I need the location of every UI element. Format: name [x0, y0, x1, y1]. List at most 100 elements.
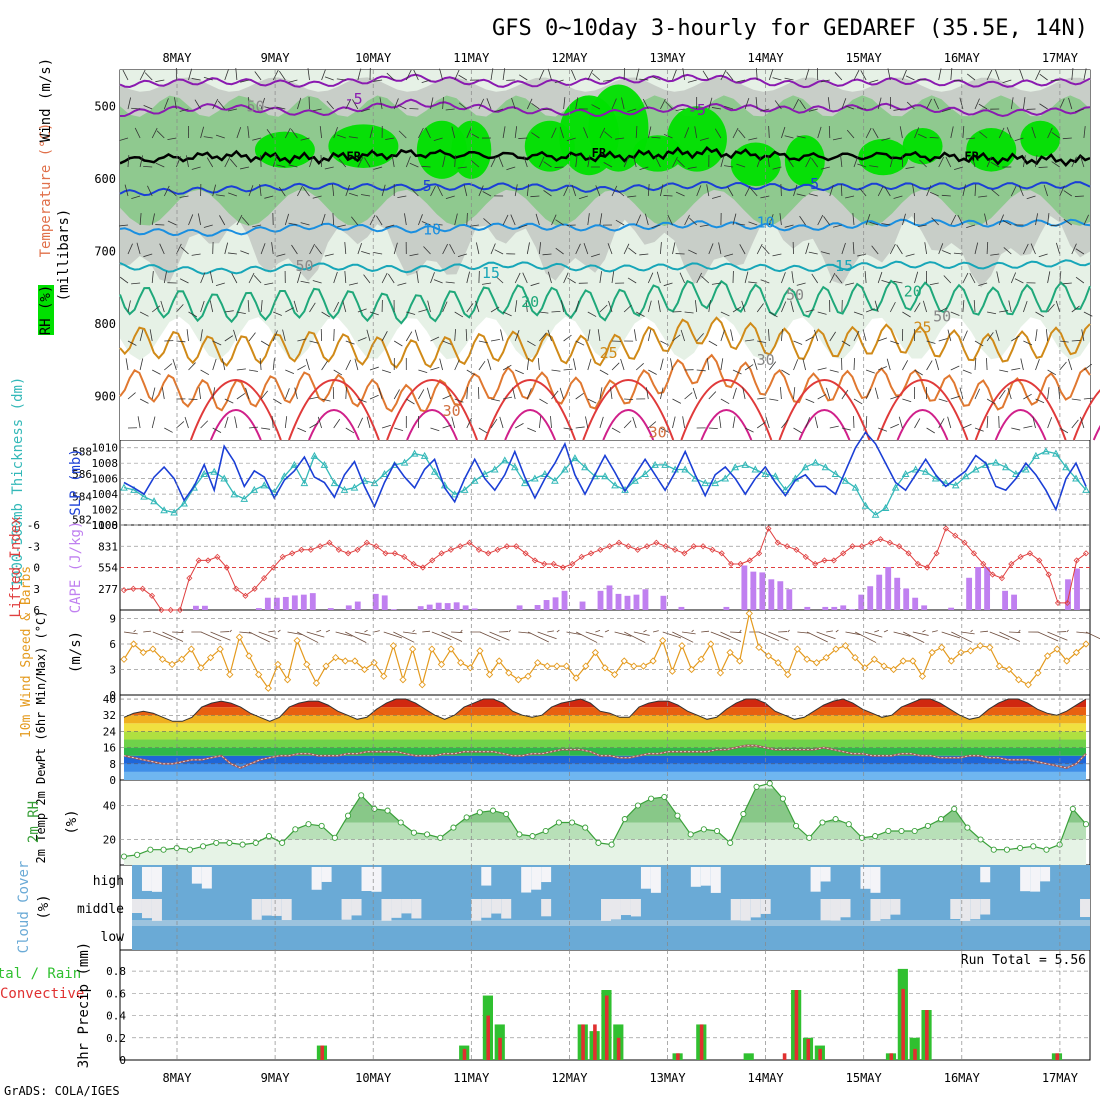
cape-bar — [265, 598, 271, 610]
rh2m-point — [569, 820, 574, 825]
rh2m-point — [240, 842, 245, 847]
rh2m-point — [280, 840, 285, 845]
cape-bar — [382, 595, 388, 610]
wind-speed-point — [977, 643, 983, 649]
surface-wind-barb — [740, 630, 742, 632]
surface-wind-barb — [374, 631, 380, 632]
cloud-clear-high — [142, 867, 152, 891]
rh2m-point — [714, 828, 719, 833]
surface-wind-barb — [730, 632, 741, 633]
cape-tick: 831 — [98, 540, 118, 553]
cloud-clear-middle — [890, 899, 900, 915]
surface-wind-barb — [182, 630, 184, 632]
wind-barb — [853, 416, 854, 428]
rh-blob-high — [328, 124, 398, 168]
rh2m-point — [227, 840, 232, 845]
contour-label: -5 — [345, 90, 363, 108]
cloud-clear-middle — [1080, 899, 1090, 917]
slp-tick: 1006 — [92, 473, 119, 486]
cape-bar — [391, 609, 397, 610]
cape-bar — [580, 602, 586, 610]
rh2m-point — [688, 832, 693, 837]
surface-wind-barb — [980, 631, 988, 632]
cloud-clear-high — [531, 867, 541, 890]
surface-wind-barb — [653, 631, 659, 632]
cloud-clear-middle — [501, 899, 511, 919]
wind-speed-point — [708, 641, 714, 647]
surface-wind-barb — [961, 632, 975, 634]
wind-speed-point — [910, 658, 916, 664]
slp-tick: 1008 — [92, 457, 119, 470]
surface-wind-barb — [1048, 632, 1068, 640]
top-day-label: 13MAY — [649, 51, 686, 65]
cloud-level-label: middle — [77, 902, 124, 917]
bottom-day-label: 16MAY — [944, 1071, 981, 1085]
cape-tick: 554 — [98, 562, 118, 575]
surface-wind-barb — [480, 632, 500, 641]
precip-conv-bar — [617, 1038, 621, 1060]
cape-bar — [876, 575, 882, 610]
temp-color-band — [120, 707, 1090, 715]
pressure-tick: 800 — [94, 317, 116, 331]
surface-wind-barb — [769, 632, 789, 640]
top-day-label: 9MAY — [261, 51, 291, 65]
surface-wind-barb — [461, 630, 463, 632]
contour-label: FR — [346, 150, 361, 164]
pressure-tick: 900 — [94, 389, 116, 403]
wind-speed-point — [996, 663, 1002, 669]
bottom-day-label: 14MAY — [748, 1071, 785, 1085]
cloud-clear-middle — [831, 899, 841, 921]
cape-axis-label: CAPE (J/kg) — [68, 521, 84, 614]
surface-wind-barb — [595, 630, 600, 632]
surface-wind-barb — [413, 630, 415, 632]
wind-speed-point — [400, 677, 406, 683]
rh2m-point — [741, 811, 746, 816]
cloud-clear-middle — [352, 899, 362, 915]
rh2m-point — [253, 840, 258, 845]
wind-barb — [1039, 167, 1048, 168]
cloud-clear-high — [811, 867, 821, 892]
wind-speed-point — [968, 648, 974, 654]
wind-speed-point — [669, 668, 675, 674]
lifted-index-tick: -6 — [27, 519, 40, 532]
rh2m-point — [187, 847, 192, 852]
cape-bar — [634, 595, 640, 610]
rh-band-group — [120, 789, 1090, 840]
top-day-label: 8MAY — [163, 51, 193, 65]
cape-bar — [768, 579, 774, 610]
rh2m-point — [662, 794, 667, 799]
cape-bar — [786, 589, 792, 610]
wind-speed-point — [544, 663, 550, 669]
cloud-clear-middle — [411, 899, 421, 918]
thickness-point — [121, 485, 127, 491]
rh2m-point — [464, 815, 469, 820]
wind-speed-point — [236, 634, 242, 640]
cloud-clear-middle — [471, 899, 481, 921]
cape-bar — [948, 608, 954, 610]
cloud-clear-middle — [481, 899, 491, 918]
surface-wind-barb — [326, 630, 330, 632]
cloud-clear-high — [821, 867, 831, 881]
cape-bar — [202, 606, 208, 610]
surface-wind-barb — [451, 632, 462, 633]
cloud-clear-middle — [491, 899, 501, 914]
cloud-clear-middle — [152, 899, 162, 921]
run-total-label: Run Total = 5.56 — [961, 953, 1086, 968]
cape-bar — [679, 607, 685, 610]
pressure-tick: 700 — [94, 244, 116, 258]
rh2m-point — [214, 840, 219, 845]
rh2m-point — [583, 825, 588, 830]
top-day-label: 15MAY — [846, 51, 883, 65]
cloud-clear-high — [980, 867, 990, 882]
precip-conv-bar — [818, 1049, 822, 1060]
cape-bar — [921, 605, 927, 610]
panel-frame-wind10m — [120, 610, 1090, 695]
rh2m-point — [767, 781, 772, 786]
contour-label: 20 — [521, 293, 539, 311]
rh2m-point — [306, 822, 311, 827]
bottom-day-label: 10MAY — [355, 1071, 392, 1085]
rh-blob-high — [255, 132, 315, 168]
wind-barb — [518, 138, 527, 139]
contour-label: 50 — [295, 257, 313, 275]
surface-wind-barb — [990, 632, 1009, 640]
